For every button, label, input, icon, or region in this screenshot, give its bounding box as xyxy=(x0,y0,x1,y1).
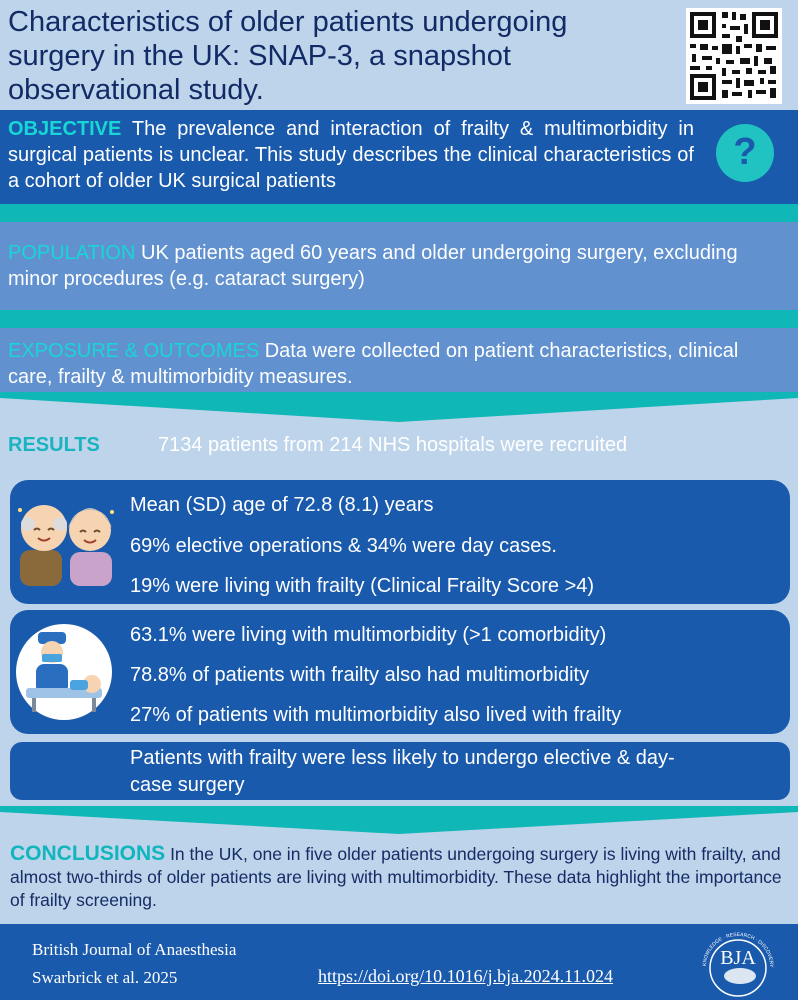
surgeon-operating-icon xyxy=(16,624,112,720)
header: Characteristics of older patients underg… xyxy=(0,0,798,110)
footer: British Journal of Anaesthesia Swarbrick… xyxy=(0,924,798,1000)
result-line: 27% of patients with multimorbidity also… xyxy=(130,704,622,726)
result-line: 19% were living with frailty (Clinical F… xyxy=(130,575,595,597)
result-line: Patients with frailty were less likely t… xyxy=(130,747,675,769)
older-couple-icon xyxy=(14,494,118,586)
result-line: 78.8% of patients with frailty also had … xyxy=(130,664,590,686)
population-keyword: POPULATION xyxy=(8,242,136,264)
conclusions-paragraph: CONCLUSIONS In the UK, one in five older… xyxy=(10,842,790,912)
doi-link[interactable]: https://doi.org/10.1016/j.bja.2024.11.02… xyxy=(318,966,614,986)
conclusions-keyword: CONCLUSIONS xyxy=(10,842,166,865)
results-card-surgery-type: Patients with frailty were less likely t… xyxy=(10,742,790,800)
exposure-text: Data were collected on patient character… xyxy=(8,340,739,388)
conclusions-text: In the UK, one in five older patients un… xyxy=(10,844,782,910)
divider-teal xyxy=(0,204,798,222)
objective-paragraph: OBJECTIVE The prevalence and interaction… xyxy=(8,116,694,194)
objective-band: OBJECTIVE The prevalence and interaction… xyxy=(0,110,798,204)
bja-logo: BJA KNOWLEDGE · RESEARCH · DISCOVERY xyxy=(702,932,774,997)
results-card-multimorbidity: 63.1% were living with multimorbidity (>… xyxy=(10,610,790,734)
exposure-paragraph: EXPOSURE & OUTCOMES Data were collected … xyxy=(8,338,788,390)
question-mark-icon: ? xyxy=(716,124,774,182)
citation-authors: Swarbrick et al. 2025 xyxy=(32,968,178,987)
results-summary: 7134 patients from 214 NHS hospitals wer… xyxy=(158,434,628,456)
qr-code-icon[interactable] xyxy=(686,8,782,104)
bja-logo-text: BJA xyxy=(720,947,756,969)
result-line: 63.1% were living with multimorbidity (>… xyxy=(130,624,607,646)
population-paragraph: POPULATION UK patients aged 60 years and… xyxy=(8,240,788,292)
exposure-keyword: EXPOSURE & OUTCOMES xyxy=(8,340,260,362)
results-card-demographics: Mean (SD) age of 72.8 (8.1) years 69% el… xyxy=(10,480,790,604)
chevron-down-icon xyxy=(0,392,798,422)
results-label: RESULTS xyxy=(8,434,100,456)
result-line: case surgery xyxy=(130,774,245,796)
objective-text: The prevalence and interaction of frailt… xyxy=(8,118,694,192)
divider-teal xyxy=(0,310,798,328)
journal-name: British Journal of Anaesthesia xyxy=(32,940,237,959)
result-line: Mean (SD) age of 72.8 (8.1) years xyxy=(130,494,434,516)
population-band: POPULATION UK patients aged 60 years and… xyxy=(0,222,798,310)
population-text: UK patients aged 60 years and older unde… xyxy=(8,242,738,290)
exposure-band: EXPOSURE & OUTCOMES Data were collected … xyxy=(0,328,798,392)
page-title: Characteristics of older patients underg… xyxy=(8,6,568,106)
chevron-down-icon xyxy=(0,806,798,834)
objective-keyword: OBJECTIVE xyxy=(8,118,122,140)
result-line: 69% elective operations & 34% were day c… xyxy=(130,535,557,557)
